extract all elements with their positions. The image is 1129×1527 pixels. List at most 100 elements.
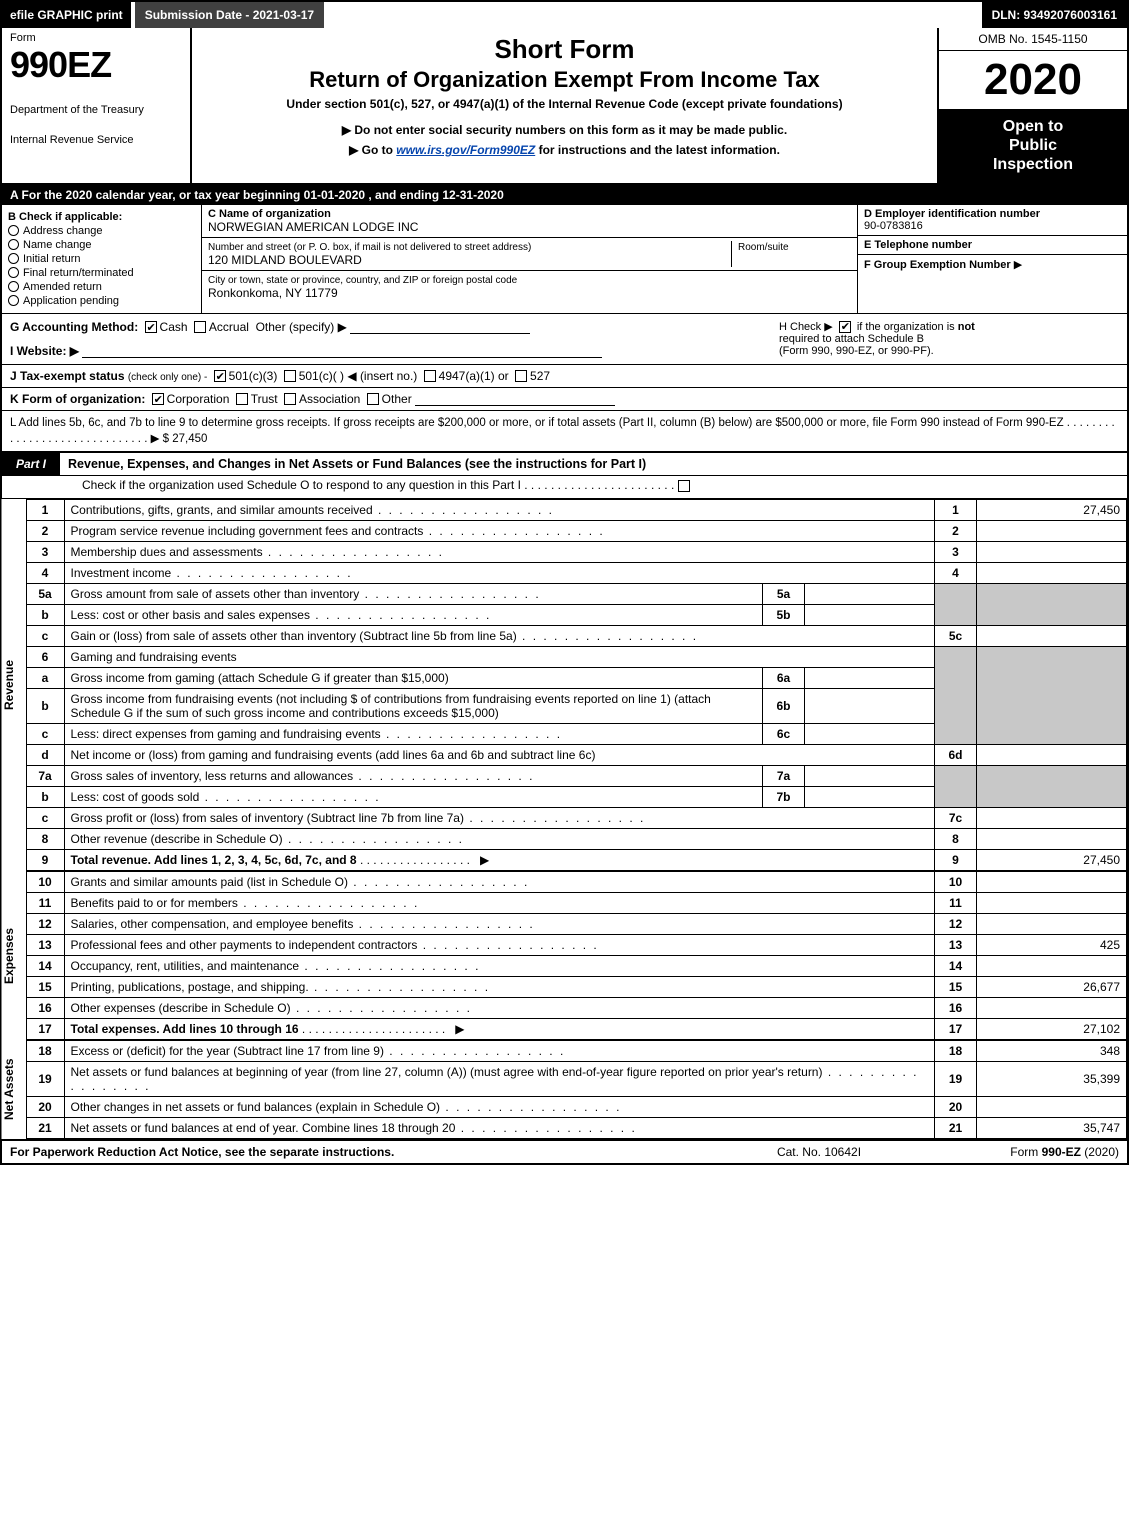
other-org-input[interactable]: [415, 394, 615, 406]
info-block: B Check if applicable: Address change Na…: [2, 205, 1127, 314]
dln-label: DLN: 93492076003161: [982, 2, 1127, 28]
chk-4947[interactable]: [424, 370, 436, 382]
line-7a-desc: Gross sales of inventory, less returns a…: [64, 765, 763, 786]
line-16-amt: [977, 997, 1127, 1018]
line-14: 14Occupancy, rent, utilities, and mainte…: [26, 955, 1127, 976]
website-input[interactable]: [82, 346, 602, 358]
open-line3: Inspection: [993, 156, 1073, 173]
line-2-amt: [977, 520, 1127, 541]
line-8-desc: Other revenue (describe in Schedule O): [64, 828, 935, 849]
part-i-tag: Part I: [2, 453, 60, 475]
line-7c-desc: Gross profit or (loss) from sales of inv…: [64, 807, 935, 828]
line-17-desc-cell: Total expenses. Add lines 10 through 16 …: [64, 1018, 935, 1039]
line-6c-desc: Less: direct expenses from gaming and fu…: [64, 723, 763, 744]
line-18-amt: 348: [977, 1040, 1127, 1061]
line-21-amt: 35,747: [977, 1117, 1127, 1138]
lbl-527: 527: [530, 369, 550, 383]
line-7a: 7aGross sales of inventory, less returns…: [26, 765, 1127, 786]
line-1-num: 1: [26, 499, 64, 520]
header-center: Short Form Return of Organization Exempt…: [192, 28, 937, 183]
line-20: 20Other changes in net assets or fund ba…: [26, 1096, 1127, 1117]
submission-date-label: Submission Date - 2021-03-17: [135, 2, 324, 28]
line-19-num: 19: [26, 1061, 64, 1096]
line-5b-num: b: [26, 604, 64, 625]
line-7-gray-amt: [977, 765, 1127, 807]
row-g: G Accounting Method: Cash Accrual Other …: [10, 320, 779, 358]
line-8-rn: 8: [935, 828, 977, 849]
line-17-rn: 17: [935, 1018, 977, 1039]
chk-schedule-o[interactable]: [678, 480, 690, 492]
line-6c-subval: [805, 723, 935, 744]
tax-exempt-label: J Tax-exempt status: [10, 369, 125, 383]
chk-trust[interactable]: [236, 393, 248, 405]
line-12-amt: [977, 913, 1127, 934]
row-k: K Form of organization: Corporation Trus…: [2, 388, 1127, 411]
chk-association[interactable]: [284, 393, 296, 405]
chk-amended-return[interactable]: Amended return: [8, 281, 195, 293]
open-to-public: Open to Public Inspection: [939, 109, 1127, 183]
line-5ab-gray-rn: [935, 583, 977, 625]
h-text2: if the organization is: [857, 321, 958, 333]
chk-cash[interactable]: [145, 321, 157, 333]
h-not: not: [958, 321, 975, 333]
chk-501c3[interactable]: [214, 370, 226, 382]
line-13-num: 13: [26, 934, 64, 955]
chk-schedule-b[interactable]: [839, 321, 851, 333]
line-5c-num: c: [26, 625, 64, 646]
line-4-num: 4: [26, 562, 64, 583]
chk-final-return[interactable]: Final return/terminated: [8, 267, 195, 279]
line-17: 17Total expenses. Add lines 10 through 1…: [26, 1018, 1127, 1039]
revenue-side-label: Revenue: [2, 499, 26, 871]
goto-pre: Go to: [362, 143, 397, 157]
dept-irs: Internal Revenue Service: [10, 134, 182, 146]
line-5a-desc: Gross amount from sale of assets other t…: [64, 583, 763, 604]
header-right: OMB No. 1545-1150 2020 Open to Public In…: [937, 28, 1127, 183]
irs-link[interactable]: www.irs.gov/Form990EZ: [396, 143, 535, 157]
line-7a-subval: [805, 765, 935, 786]
expenses-section: Expenses 10Grants and similar amounts pa…: [2, 871, 1127, 1040]
line-16: 16Other expenses (describe in Schedule O…: [26, 997, 1127, 1018]
other-specify-input[interactable]: [350, 322, 530, 334]
efile-print-button[interactable]: efile GRAPHIC print: [2, 2, 131, 28]
netassets-side-label: Net Assets: [2, 1040, 26, 1139]
line-5b-desc: Less: cost or other basis and sales expe…: [64, 604, 763, 625]
lbl-association: Association: [299, 392, 360, 406]
ssn-warning-text: Do not enter social security numbers on …: [354, 123, 787, 137]
line-2-rn: 2: [935, 520, 977, 541]
line-6c-sub: 6c: [763, 723, 805, 744]
line-11: 11Benefits paid to or for members11: [26, 892, 1127, 913]
line-6-gray-amt: [977, 646, 1127, 744]
line-17-desc: Total expenses. Add lines 10 through 16: [71, 1022, 299, 1036]
group-exemption-arrow: ▶: [1014, 259, 1022, 271]
chk-accrual[interactable]: [194, 321, 206, 333]
addr-label: Number and street (or P. O. box, if mail…: [208, 242, 531, 253]
ein-label: D Employer identification number: [864, 208, 1040, 220]
chk-name-change[interactable]: Name change: [8, 239, 195, 251]
addr-cell: Number and street (or P. O. box, if mail…: [202, 238, 857, 271]
footer-paperwork: For Paperwork Reduction Act Notice, see …: [10, 1145, 719, 1159]
revenue-table: 1Contributions, gifts, grants, and simil…: [26, 499, 1128, 871]
chk-501c[interactable]: [284, 370, 296, 382]
open-line1: Open to: [1003, 118, 1063, 135]
line-18-rn: 18: [935, 1040, 977, 1061]
line-5c-amt: [977, 625, 1127, 646]
line-5c: cGain or (loss) from sale of assets othe…: [26, 625, 1127, 646]
line-20-rn: 20: [935, 1096, 977, 1117]
org-name-cell: C Name of organization NORWEGIAN AMERICA…: [202, 205, 857, 238]
line-5a: 5aGross amount from sale of assets other…: [26, 583, 1127, 604]
revenue-section: Revenue 1Contributions, gifts, grants, a…: [2, 499, 1127, 871]
chk-initial-return[interactable]: Initial return: [8, 253, 195, 265]
chk-other-org[interactable]: [367, 393, 379, 405]
lbl-4947: 4947(a)(1) or: [439, 369, 509, 383]
chk-address-change[interactable]: Address change: [8, 225, 195, 237]
dept-treasury: Department of the Treasury: [10, 104, 182, 116]
line-19-desc: Net assets or fund balances at beginning…: [64, 1061, 935, 1096]
chk-527[interactable]: [515, 370, 527, 382]
chk-initial-return-label: Initial return: [23, 253, 80, 265]
tax-period-row: A For the 2020 calendar year, or tax yea…: [2, 185, 1127, 205]
ssn-warning: ▶ Do not enter social security numbers o…: [202, 123, 927, 137]
row-l: L Add lines 5b, 6c, and 7b to line 9 to …: [2, 411, 1127, 453]
line-16-rn: 16: [935, 997, 977, 1018]
chk-application-pending[interactable]: Application pending: [8, 295, 195, 307]
chk-corporation[interactable]: [152, 393, 164, 405]
